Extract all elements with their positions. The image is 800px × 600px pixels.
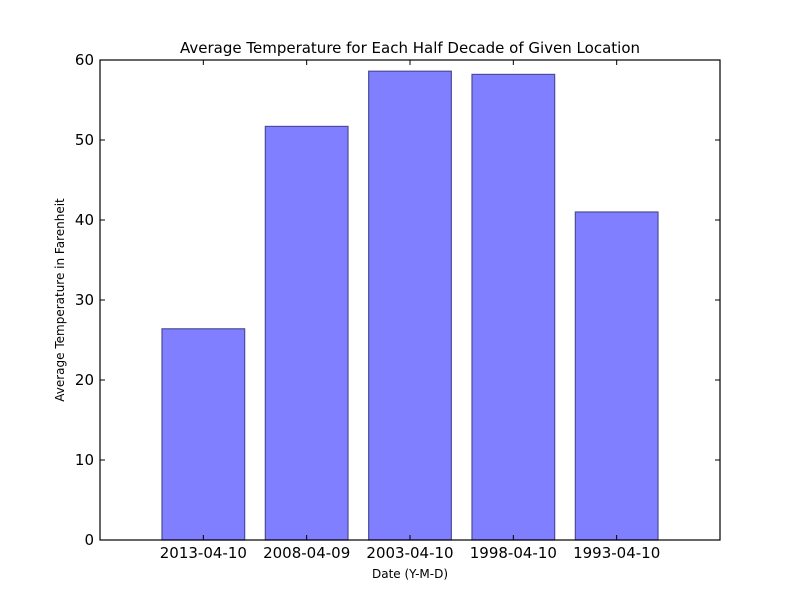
bar-2003-04-10 — [368, 70, 452, 541]
x-tick-label: 1993-04-10 — [573, 544, 660, 562]
y-tick-label: 50 — [75, 131, 94, 149]
bars-group — [161, 70, 659, 541]
bar-1993-04-10 — [574, 211, 659, 541]
x-tick-label: 1998-04-10 — [470, 544, 557, 562]
y-tick-label: 0 — [84, 531, 94, 549]
bar-1998-04-10 — [471, 73, 556, 541]
y-tick-label: 30 — [75, 291, 94, 309]
tick-labels-group: 2013-04-10 2008-04-09 2003-04-10 1998-04-10… — [75, 51, 660, 562]
y-tick-label: 20 — [75, 371, 94, 389]
chart-title: Average Temperature for Each Half Decade… — [180, 39, 640, 57]
x-tick-label: 2003-04-10 — [366, 544, 453, 562]
x-tick-label: 2013-04-10 — [160, 544, 247, 562]
bar-2008-04-09 — [264, 125, 349, 541]
bar-2013-04-10 — [161, 328, 246, 541]
x-tick-label: 2008-04-09 — [263, 544, 350, 562]
x-axis-label: Date (Y-M-D) — [372, 567, 448, 581]
y-tick-label: 10 — [75, 451, 94, 469]
plot-frame — [99, 59, 721, 541]
y-axis-label: Average Temperature in Farenheit — [53, 198, 67, 402]
y-tick-label: 60 — [75, 51, 94, 69]
y-tick-label: 40 — [75, 211, 94, 229]
